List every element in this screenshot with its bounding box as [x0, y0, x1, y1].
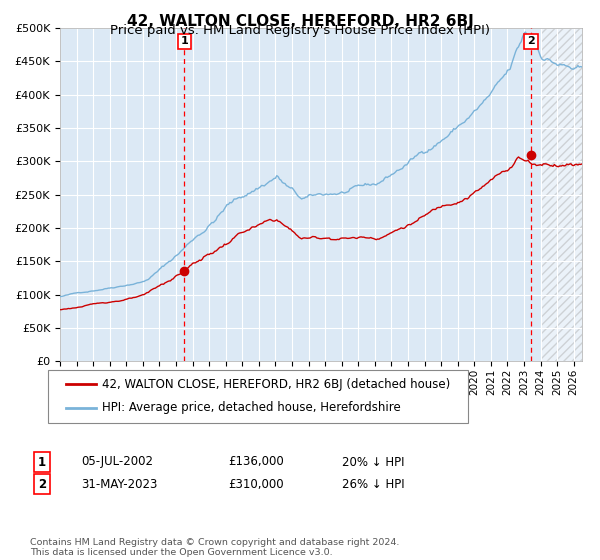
Text: 1: 1 [38, 455, 46, 469]
Text: 42, WALTON CLOSE, HEREFORD, HR2 6BJ: 42, WALTON CLOSE, HEREFORD, HR2 6BJ [127, 14, 473, 29]
Text: 42, WALTON CLOSE, HEREFORD, HR2 6BJ (detached house): 42, WALTON CLOSE, HEREFORD, HR2 6BJ (det… [102, 378, 450, 391]
Bar [541, 28, 582, 361]
Text: 31-MAY-2023: 31-MAY-2023 [81, 478, 157, 491]
Text: £310,000: £310,000 [228, 478, 284, 491]
Text: 20% ↓ HPI: 20% ↓ HPI [342, 455, 404, 469]
Text: 26% ↓ HPI: 26% ↓ HPI [342, 478, 404, 491]
Text: £136,000: £136,000 [228, 455, 284, 469]
Text: 1: 1 [181, 36, 188, 46]
Text: 05-JUL-2002: 05-JUL-2002 [81, 455, 153, 469]
Text: 2: 2 [38, 478, 46, 491]
Text: Price paid vs. HM Land Registry's House Price Index (HPI): Price paid vs. HM Land Registry's House … [110, 24, 490, 37]
Text: Contains HM Land Registry data © Crown copyright and database right 2024.
This d: Contains HM Land Registry data © Crown c… [30, 538, 400, 557]
Text: 2: 2 [527, 36, 535, 46]
Text: HPI: Average price, detached house, Herefordshire: HPI: Average price, detached house, Here… [102, 402, 401, 414]
